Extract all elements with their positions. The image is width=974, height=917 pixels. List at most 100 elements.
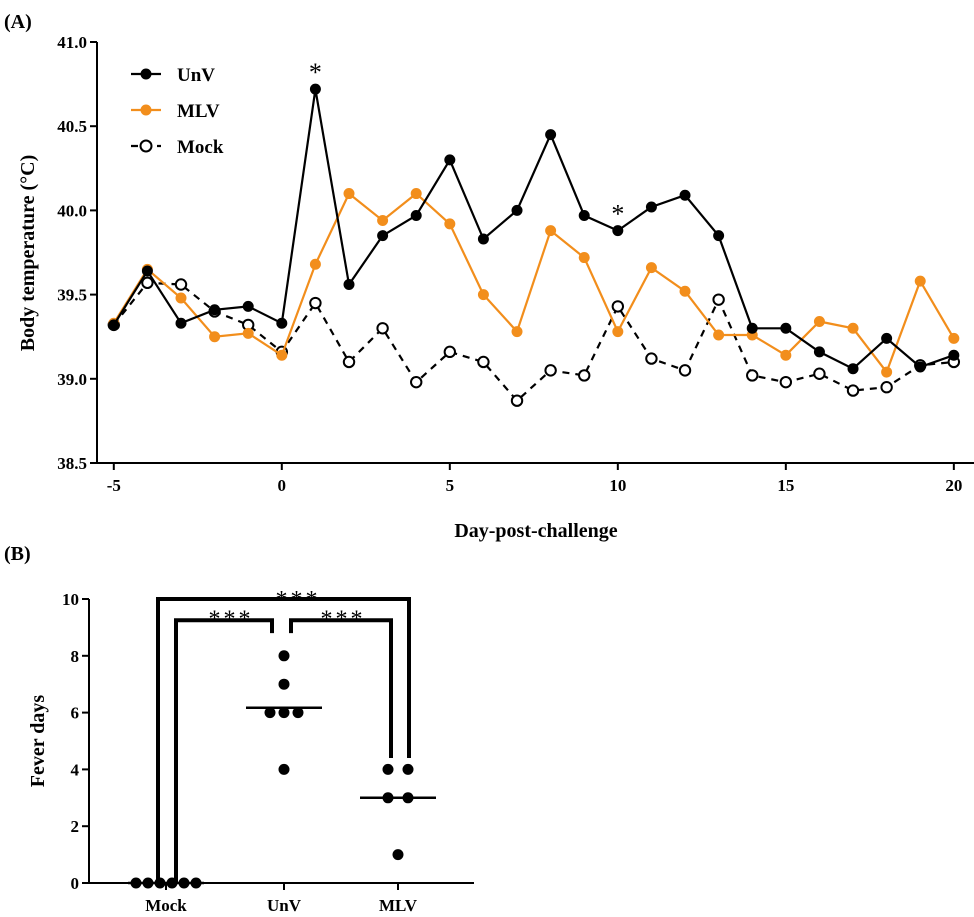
series-unv-point	[276, 317, 288, 329]
data-point	[402, 763, 414, 775]
panel-a-legend: UnV MLV Mock	[131, 65, 224, 158]
data-point	[264, 707, 276, 719]
data-point	[278, 707, 290, 719]
series-unv-point	[545, 129, 557, 141]
series-mlv-point	[209, 331, 221, 343]
series-mock-point	[578, 369, 591, 382]
group-mock	[128, 877, 204, 889]
data-point	[166, 877, 178, 889]
significance-star: *	[309, 58, 322, 87]
panel-a-axes: 38.5 39.0 39.5 40.0 40.5 41.0 -5 0 5 10 15 20	[57, 33, 974, 495]
series-mock-point	[779, 375, 793, 389]
series-mlv-point	[444, 218, 456, 230]
group-unv	[246, 650, 322, 775]
data-point	[402, 792, 414, 804]
series-mlv-point	[343, 188, 355, 200]
legend-mlv-marker	[140, 104, 152, 116]
panel-a-annotations: **	[309, 58, 624, 228]
data-point	[392, 849, 404, 861]
series-unv-point	[477, 233, 489, 245]
panel-a-series	[107, 83, 961, 407]
series-mlv-point	[914, 275, 926, 287]
data-point	[382, 763, 394, 775]
series-unv-point	[309, 83, 321, 95]
data-point	[190, 877, 202, 889]
panel-a-x-axis-title: Day-post-challenge	[454, 520, 617, 542]
series-unv-point	[645, 201, 657, 213]
series-mlv-point	[511, 326, 523, 338]
panel-a-y-tick-label: 39.0	[57, 370, 87, 389]
bracket-mock-unv	[174, 618, 274, 883]
panel-b-x-tick-label: UnV	[267, 896, 302, 915]
series-unv-point	[813, 346, 825, 358]
data-point	[278, 650, 290, 662]
series-unv-point	[209, 304, 221, 316]
series-mock-point	[410, 375, 423, 389]
series-mock-point	[678, 364, 692, 377]
series-unv-point	[377, 230, 389, 242]
series-unv-point	[511, 204, 523, 216]
group-mlv	[360, 763, 436, 861]
series-mlv-point	[309, 258, 321, 270]
series-unv-point	[242, 300, 254, 312]
series-mock-point	[477, 355, 490, 369]
series-mock-line	[112, 281, 954, 403]
panel-a-label: (A)	[4, 11, 32, 33]
series-unv-point	[948, 349, 960, 361]
significance-label: ***	[276, 587, 321, 613]
series-mock-point	[846, 384, 860, 397]
series-mock-point	[342, 355, 356, 369]
series-unv-point	[881, 332, 893, 344]
series-mlv-point	[813, 316, 825, 328]
significance-label: ***	[321, 606, 366, 632]
panel-b-y-tick-label: 6	[71, 704, 80, 723]
series-mlv	[108, 188, 960, 378]
series-mlv-point	[578, 252, 590, 264]
panel-b-y-axis-title: Fever days	[27, 695, 49, 788]
series-unv-point	[444, 154, 456, 166]
series-unv-point	[780, 322, 792, 334]
series-mlv-point	[545, 225, 557, 237]
series-mlv-point	[276, 349, 288, 361]
series-mock-point	[712, 293, 725, 306]
panel-b-label: (B)	[4, 543, 31, 565]
panel-a-x-tick-label: 10	[609, 476, 626, 495]
series-mock-point	[141, 276, 154, 290]
series-unv-point	[141, 265, 153, 277]
series-mlv-point	[780, 349, 792, 361]
legend-unv-marker	[140, 68, 152, 80]
series-mock-point	[813, 367, 826, 380]
panel-a-x-tick-label: 20	[945, 476, 962, 495]
series-unv-point	[612, 225, 624, 237]
series-mock-point	[443, 345, 457, 359]
series-mlv-point	[377, 215, 389, 227]
series-mlv-point	[175, 292, 187, 304]
series-mlv-point	[881, 366, 893, 378]
panel-a-y-tick-label: 39.5	[57, 286, 87, 305]
panel-a-y-tick-label: 40.0	[57, 201, 87, 220]
panel-b-y-tick-label: 4	[71, 760, 80, 779]
series-unv	[108, 83, 960, 375]
panel-b-y-tick-label: 2	[71, 817, 80, 836]
series-mock-point	[645, 352, 658, 365]
data-point	[278, 678, 290, 690]
series-mock-point	[746, 369, 759, 382]
series-mock-point	[880, 381, 893, 394]
series-unv-point	[410, 209, 422, 221]
panel-a: (A) 38.5 39.0 39.5 40.0 40.5 41.0 -5 0 5 10 15 20 U…	[4, 11, 974, 542]
panel-b-y-tick-label: 10	[62, 590, 79, 609]
panel-a-y-tick-label: 38.5	[57, 454, 87, 473]
panel-b-x-tick-label: Mock	[145, 896, 187, 915]
series-mlv-point	[679, 285, 691, 297]
series-mock-point	[174, 278, 188, 291]
data-point	[142, 877, 154, 889]
data-point	[278, 763, 290, 775]
legend-mock-label: Mock	[177, 137, 224, 158]
series-unv-point	[746, 322, 758, 334]
series-unv-point	[175, 317, 187, 329]
series-mlv-point	[612, 326, 624, 338]
series-mock-point	[510, 394, 524, 407]
series-mlv-point	[645, 262, 657, 274]
